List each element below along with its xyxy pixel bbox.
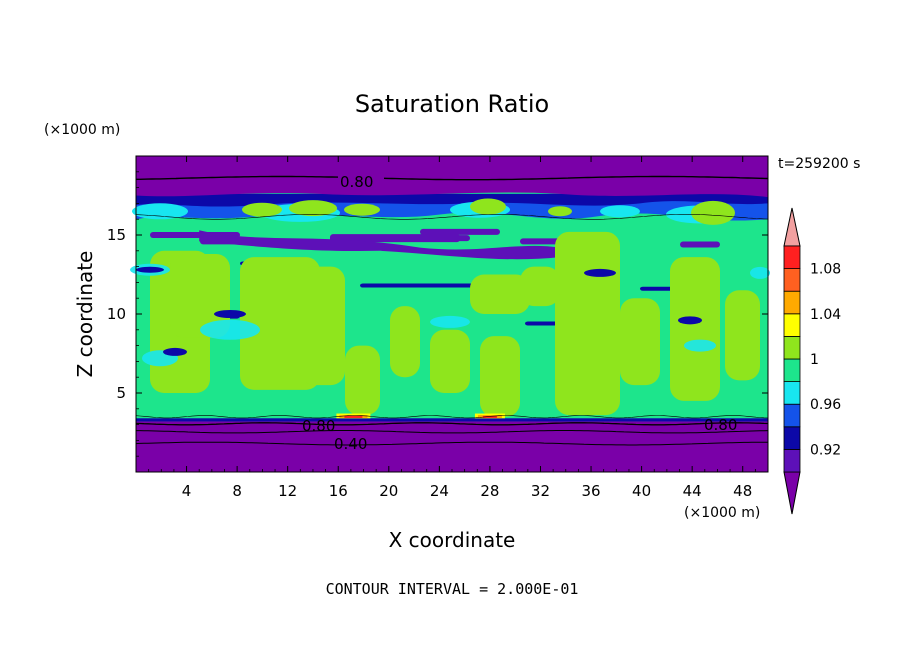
z-unit-label: (×1000 m) xyxy=(44,122,120,138)
mid-cyan-patch xyxy=(430,315,470,328)
colorbar-swatch xyxy=(783,358,801,383)
z-tick-label: 15 xyxy=(107,226,126,244)
upper-dry-layer xyxy=(136,156,768,198)
contour-label-lower-left: 0.80 xyxy=(302,417,335,435)
chart-title: Saturation Ratio xyxy=(355,90,549,118)
mid-violet-band xyxy=(199,230,560,260)
colorbar-bottom-triangle xyxy=(783,471,801,515)
lime-cloud-column xyxy=(725,290,760,381)
mid-purple-streak xyxy=(420,228,500,235)
colorbar-label: 0.96 xyxy=(810,397,841,413)
contour-label-bottom: 0.40 xyxy=(334,435,367,453)
lime-cloud-column xyxy=(670,257,720,401)
x-unit-label: (×1000 m) xyxy=(684,505,760,521)
upper-lime-patch xyxy=(548,206,572,217)
z-tick-label: 5 xyxy=(116,384,126,402)
upper-lime-patch xyxy=(470,198,506,215)
time-label: t=259200 s xyxy=(778,156,860,172)
contour-interval-footer: CONTOUR INTERVAL = 2.000E-01 xyxy=(326,580,579,598)
x-tick-label: 44 xyxy=(683,482,702,500)
upper-lime-patch xyxy=(691,200,735,225)
contour-line-1.00-base xyxy=(135,415,769,419)
colorbar-swatch xyxy=(783,335,801,360)
upper-navy-band xyxy=(136,193,768,207)
mid-navy-blob xyxy=(214,310,246,318)
upper-cyan-patch xyxy=(132,203,188,220)
mid-purple-streak xyxy=(680,241,720,248)
contour-line-0.60 xyxy=(136,430,769,434)
colorbar-label: 0.92 xyxy=(810,442,841,458)
colorbar-label: 1.04 xyxy=(810,307,841,323)
x-tick-label: 28 xyxy=(480,482,499,500)
mid-purple-streak xyxy=(370,235,470,242)
x-tick-label: 40 xyxy=(632,482,651,500)
lime-cloud-column xyxy=(430,329,470,393)
contour-line-0.40 xyxy=(135,441,768,446)
colorbar-label: 1 xyxy=(810,352,819,368)
colorbar-label: 1.08 xyxy=(810,262,841,278)
x-axis-title: X coordinate xyxy=(389,528,516,552)
mid-cyan-patch xyxy=(200,319,260,340)
contour-label-bg xyxy=(338,172,384,190)
mid-navy-blob xyxy=(163,347,187,356)
x-tick-label: 24 xyxy=(430,482,449,500)
x-tick-label: 20 xyxy=(379,482,398,500)
colorbar-swatch xyxy=(783,268,801,292)
x-tick-label: 36 xyxy=(581,482,600,500)
x-tick-label: 48 xyxy=(733,482,752,500)
colorbar-swatch xyxy=(783,403,801,428)
colorbar: 0.92 0.96 1 1.04 1.08 xyxy=(783,207,841,515)
contour-field xyxy=(130,155,770,473)
upper-cyan-patch xyxy=(600,205,640,218)
lime-cloud-column xyxy=(390,306,420,378)
upper-lime-patch xyxy=(242,202,282,217)
x-tick-label: 16 xyxy=(329,482,348,500)
mid-navy-blob xyxy=(584,268,616,277)
lime-cloud-column xyxy=(620,298,660,386)
x-tick-label: 8 xyxy=(232,482,242,500)
lime-cloud-column xyxy=(555,231,620,416)
cloud-base-red xyxy=(344,415,363,418)
lime-cloud-column xyxy=(170,253,230,338)
upper-lime-patch xyxy=(289,200,337,217)
colorbar-swatch xyxy=(783,381,801,405)
contour-label-top: 0.80 xyxy=(340,173,373,191)
lime-cloud-column xyxy=(345,345,380,416)
z-tick-label: 10 xyxy=(107,305,126,323)
upper-lime-patch xyxy=(344,203,380,216)
mid-purple-streak xyxy=(360,283,480,288)
contour-label-lower-right: 0.80 xyxy=(704,416,737,434)
lime-cloud-column xyxy=(480,336,520,417)
mid-navy-blob xyxy=(678,316,702,325)
mid-cyan-patch xyxy=(684,339,716,352)
mid-cyan-patch xyxy=(750,266,770,279)
colorbar-top-triangle xyxy=(783,207,801,247)
z-axis-title: Z coordinate xyxy=(73,251,97,378)
contour-line-0.80-bottom xyxy=(135,422,769,426)
colorbar-swatch xyxy=(783,313,801,337)
x-tick-label: 32 xyxy=(531,482,550,500)
contour-line-0.80-top xyxy=(136,175,769,181)
colorbar-swatch xyxy=(783,426,801,450)
mid-navy-blob xyxy=(136,266,164,273)
lime-cloud-column xyxy=(470,274,530,314)
lime-cloud-column xyxy=(300,266,345,386)
contour-line-1.00-upper xyxy=(135,214,769,220)
colorbar-swatch xyxy=(783,448,801,473)
x-tick-label: 12 xyxy=(278,482,297,500)
x-tick-label: 4 xyxy=(182,482,192,500)
lower-dry-layer xyxy=(136,421,768,472)
lime-cloud-column xyxy=(520,266,560,307)
colorbar-swatch xyxy=(783,290,801,315)
cloud-base-red xyxy=(482,415,497,418)
colorbar-swatch xyxy=(783,245,801,270)
lower-layer-edge xyxy=(136,418,768,422)
